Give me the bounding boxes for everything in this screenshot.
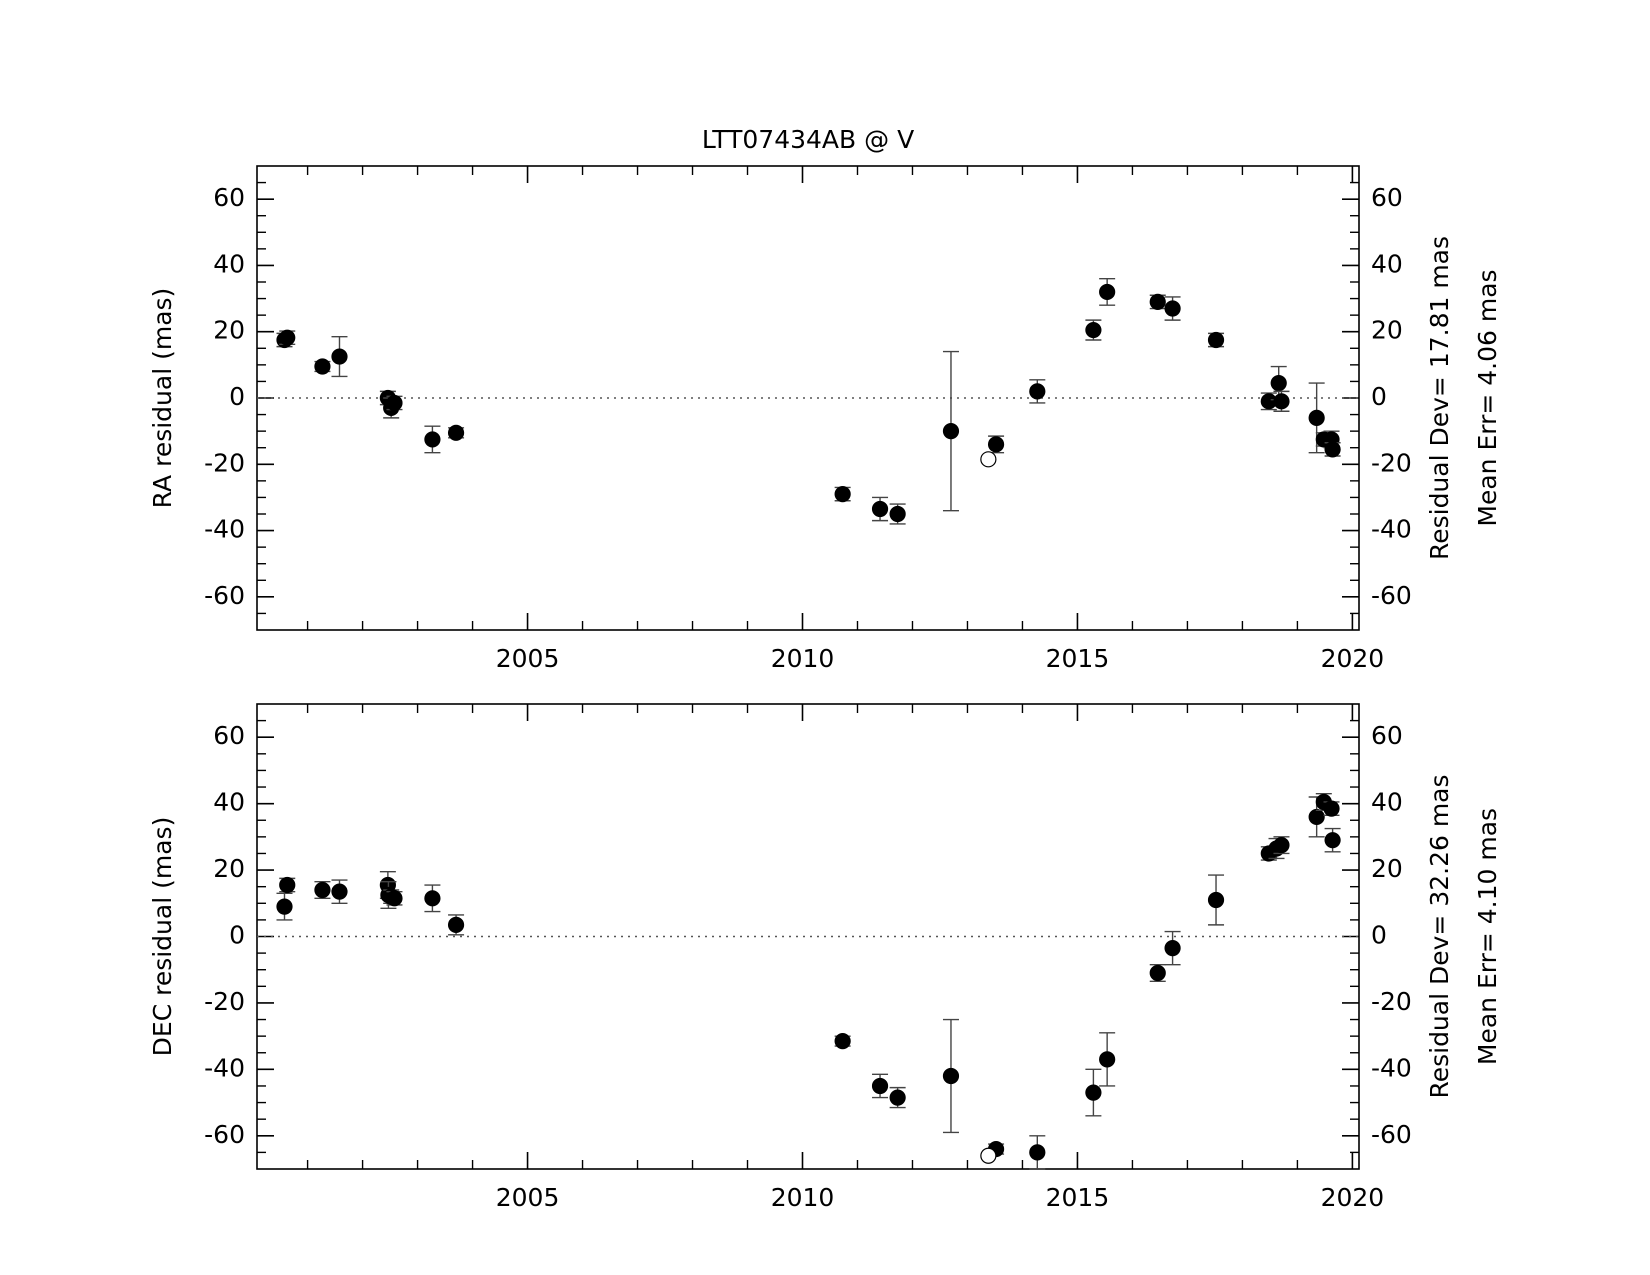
point	[314, 881, 331, 899]
point	[1207, 331, 1225, 349]
y-tick-label: -20	[204, 987, 245, 1016]
point	[314, 358, 331, 375]
point	[889, 1089, 906, 1106]
y-tick-label: 20	[213, 854, 245, 883]
point	[942, 423, 960, 440]
point	[1085, 1084, 1102, 1101]
point	[1273, 837, 1290, 854]
y2-tick-label: 0	[1371, 382, 1387, 411]
y-tick-label: 60	[213, 721, 245, 750]
point	[1308, 409, 1325, 426]
y2-tick-label: -60	[1371, 581, 1412, 610]
y2-tick-label: 60	[1371, 183, 1403, 212]
point	[987, 436, 1005, 453]
open-point	[980, 451, 997, 468]
point	[1207, 891, 1225, 909]
y2-tick-label: 20	[1371, 316, 1403, 345]
y-tick-label: 60	[213, 183, 245, 212]
y2-tick-label: -20	[1371, 987, 1412, 1016]
y2-tick-label: 0	[1371, 921, 1387, 950]
point	[1273, 393, 1290, 410]
y-tick-label: 40	[213, 249, 245, 278]
y-tick-label: 20	[213, 316, 245, 345]
point	[834, 486, 851, 503]
point	[1164, 940, 1181, 957]
y-tick-label: -60	[204, 581, 245, 610]
x-tick-label: 2020	[1321, 644, 1385, 673]
point	[871, 1077, 889, 1095]
point	[889, 505, 906, 523]
point	[1270, 374, 1287, 392]
point	[331, 883, 348, 900]
x-tick-label: 2015	[1046, 644, 1110, 673]
x-tick-label: 2005	[496, 644, 560, 673]
point	[1149, 964, 1166, 982]
point	[1308, 808, 1325, 826]
point	[386, 394, 403, 412]
y-tick-label: -40	[204, 515, 245, 544]
x-tick-label: 2010	[771, 644, 835, 673]
y-tick-label: -40	[204, 1053, 245, 1082]
annotation: Residual Dev= 32.26 mas	[1425, 774, 1454, 1098]
point	[1099, 283, 1116, 301]
y-tick-label: -60	[204, 1120, 245, 1149]
y-tick-label: -20	[204, 448, 245, 477]
y-tick-label: 40	[213, 788, 245, 817]
y2-tick-label: -60	[1371, 1120, 1412, 1149]
x-tick-label: 2020	[1321, 1183, 1385, 1212]
point	[871, 500, 889, 518]
x-tick-label: 2010	[771, 1183, 835, 1212]
y2-tick-label: 40	[1371, 788, 1403, 817]
x-tick-label: 2015	[1046, 1183, 1110, 1212]
point	[1324, 832, 1341, 849]
point	[276, 898, 293, 915]
y-axis-label: DEC residual (mas)	[148, 817, 177, 1057]
point	[279, 329, 296, 346]
point	[279, 876, 296, 894]
point	[424, 890, 441, 907]
y-tick-label: 0	[229, 921, 245, 950]
chart-title: LTT07434AB @ V	[702, 125, 914, 154]
point	[1029, 1144, 1046, 1161]
point	[1099, 1051, 1116, 1068]
y2-tick-label: 20	[1371, 854, 1403, 883]
annotation: Mean Err= 4.10 mas	[1473, 808, 1502, 1065]
point	[447, 424, 465, 441]
point	[331, 348, 348, 365]
annotation: Residual Dev= 17.81 mas	[1425, 236, 1454, 560]
open-point	[980, 1147, 997, 1164]
point	[424, 431, 441, 448]
point	[386, 890, 403, 907]
point	[447, 916, 465, 933]
y2-tick-label: 40	[1371, 249, 1403, 278]
point	[834, 1033, 851, 1050]
point	[1085, 321, 1102, 339]
point	[1324, 441, 1341, 458]
point	[1029, 383, 1046, 400]
annotation: Mean Err= 4.06 mas	[1473, 269, 1502, 526]
y2-tick-label: -20	[1371, 448, 1412, 477]
point	[942, 1067, 960, 1085]
y-tick-label: 0	[229, 382, 245, 411]
point	[1323, 800, 1340, 817]
y2-tick-label: 60	[1371, 721, 1403, 750]
y2-tick-label: -40	[1371, 1053, 1412, 1082]
x-tick-label: 2005	[496, 1183, 560, 1212]
y2-tick-label: -40	[1371, 515, 1412, 544]
y-axis-label: RA residual (mas)	[148, 288, 177, 509]
point	[1164, 300, 1181, 317]
point	[1149, 293, 1166, 310]
